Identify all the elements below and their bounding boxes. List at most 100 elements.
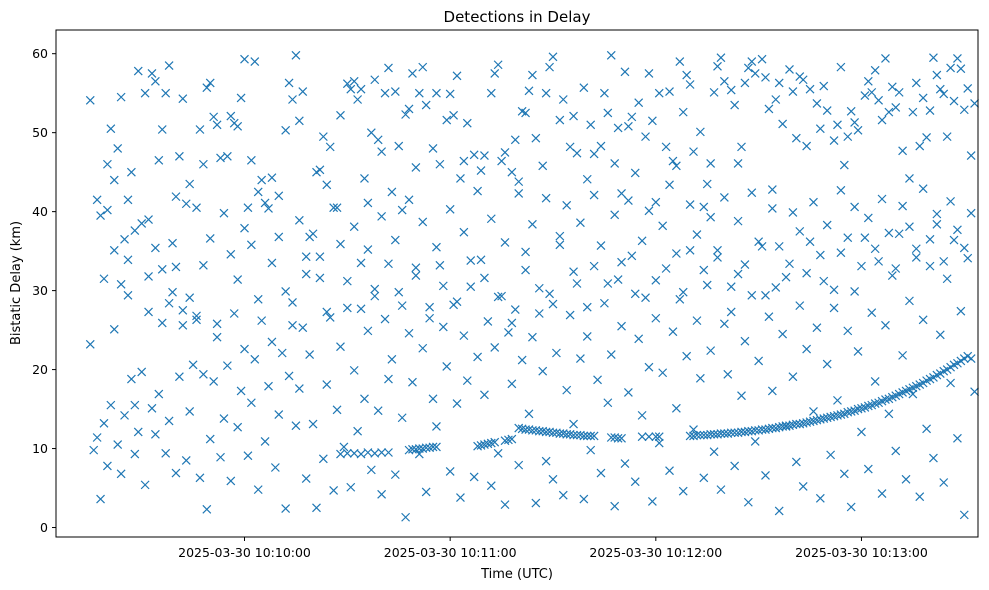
data-point [277,348,287,358]
data-point [442,115,452,125]
data-point [315,252,325,262]
data-point [925,106,935,115]
data-point [288,320,297,330]
data-point [740,260,750,269]
data-point [411,271,421,281]
data-point [761,470,770,480]
x-axis-label: Time (UTC) [480,567,553,582]
data-point [641,132,650,142]
data-point [500,147,510,157]
data-point [623,196,633,206]
data-point [483,316,493,326]
data-point [754,356,764,366]
data-point [596,141,606,151]
data-point [637,432,647,442]
data-point [380,314,390,324]
data-point [154,155,164,165]
data-point [178,320,188,330]
data-point [719,76,729,86]
data-point [764,312,774,322]
data-point [637,410,647,420]
data-point [685,80,695,89]
data-point [473,441,483,451]
data-point [264,204,273,213]
data-point [538,161,548,171]
data-point [798,482,808,491]
data-point [785,421,794,431]
data-point [342,303,352,313]
data-point [329,485,339,495]
data-point [356,449,366,459]
data-point [589,149,599,159]
data-point [887,271,897,281]
data-point [826,450,836,460]
data-point [689,147,698,157]
data-point [805,417,815,427]
data-point [853,346,863,356]
y-tick-label: 60 [32,46,48,61]
data-point [836,410,846,420]
data-point [356,304,366,314]
data-point [740,336,750,346]
data-point [692,430,702,440]
data-point [843,233,853,243]
data-point [548,52,558,62]
data-point [788,87,798,97]
data-point [733,159,743,168]
data-point [236,93,246,103]
data-point [929,53,938,63]
data-point [651,432,661,442]
data-point [617,189,626,198]
data-point [606,50,616,60]
data-point [274,191,284,201]
data-point [332,405,342,415]
data-point [757,241,767,251]
data-point [229,309,239,318]
data-point [671,403,681,413]
data-point [603,279,613,288]
data-point [89,445,99,455]
data-point [572,279,582,288]
data-point [476,255,486,265]
data-point [445,467,455,476]
data-point [390,87,400,97]
data-point [877,489,887,498]
data-point [226,111,236,121]
data-point [233,121,243,131]
data-point [298,323,308,333]
data-point [812,323,822,333]
data-point [363,198,373,208]
data-point [589,261,599,271]
data-point [486,88,496,98]
data-point [425,313,435,323]
data-point [863,401,873,411]
data-point [881,54,890,63]
data-point [442,361,452,371]
data-point [267,337,277,347]
data-point [510,305,520,314]
data-point [473,186,483,196]
data-point [661,264,671,273]
data-point [246,398,256,408]
data-point [942,274,952,284]
data-point [281,504,291,513]
data-point [668,327,678,337]
data-point [264,381,273,391]
data-point [500,500,510,510]
data-point [514,460,524,470]
x-tick-label: 2025-03-30 10:11:00 [384,545,517,560]
data-point [308,229,318,239]
data-point [377,448,387,457]
data-point [219,208,229,218]
data-point [894,229,904,239]
data-point [716,53,726,63]
data-point [767,386,777,396]
data-point [387,187,397,197]
data-point [288,298,297,307]
data-point [346,482,356,492]
data-point [802,344,812,354]
y-tick-label: 40 [32,204,48,219]
data-point [507,318,517,328]
data-point [593,375,602,385]
data-point [102,159,112,169]
